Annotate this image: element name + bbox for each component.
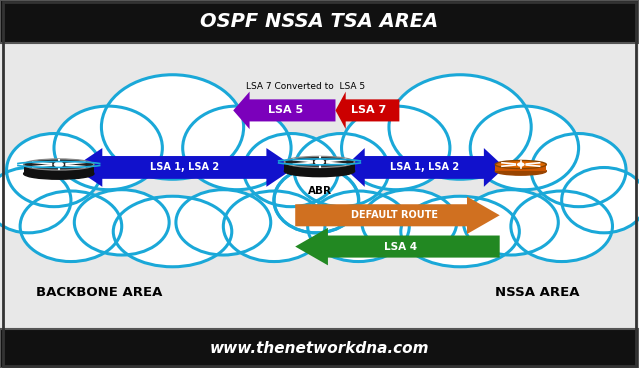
FancyBboxPatch shape — [0, 0, 639, 43]
Ellipse shape — [54, 106, 162, 190]
Ellipse shape — [495, 167, 546, 175]
Polygon shape — [335, 92, 399, 129]
Text: OSPF NSSA TSA AREA: OSPF NSSA TSA AREA — [201, 12, 438, 31]
Ellipse shape — [308, 191, 409, 262]
Ellipse shape — [176, 190, 271, 255]
Ellipse shape — [294, 134, 389, 207]
Ellipse shape — [511, 191, 613, 262]
Ellipse shape — [562, 167, 639, 233]
Ellipse shape — [389, 75, 531, 179]
Polygon shape — [295, 228, 500, 265]
Ellipse shape — [470, 106, 578, 190]
Polygon shape — [344, 148, 505, 187]
Ellipse shape — [6, 134, 102, 207]
Text: LSA 7 Converted to  LSA 5: LSA 7 Converted to LSA 5 — [246, 82, 365, 91]
Text: LSA 1, LSA 2: LSA 1, LSA 2 — [390, 162, 459, 173]
Ellipse shape — [74, 190, 169, 255]
Ellipse shape — [243, 134, 339, 207]
Polygon shape — [73, 148, 295, 187]
Ellipse shape — [341, 106, 450, 190]
Ellipse shape — [24, 159, 94, 170]
FancyBboxPatch shape — [495, 164, 546, 171]
Ellipse shape — [401, 196, 520, 267]
Text: LSA 7: LSA 7 — [351, 105, 386, 116]
Text: LSA 1, LSA 2: LSA 1, LSA 2 — [150, 162, 219, 173]
Ellipse shape — [284, 166, 355, 177]
Ellipse shape — [273, 167, 358, 233]
Ellipse shape — [0, 167, 71, 233]
Circle shape — [517, 162, 525, 167]
Ellipse shape — [183, 106, 291, 190]
Ellipse shape — [102, 75, 243, 179]
Text: ABR: ABR — [307, 185, 332, 196]
Polygon shape — [295, 197, 500, 234]
Text: DEFAULT ROUTE: DEFAULT ROUTE — [351, 210, 438, 220]
Text: www.thenetworkdna.com: www.thenetworkdna.com — [210, 341, 429, 356]
Ellipse shape — [24, 168, 94, 179]
Ellipse shape — [362, 190, 457, 255]
Ellipse shape — [113, 196, 232, 267]
FancyBboxPatch shape — [24, 164, 94, 174]
Circle shape — [314, 159, 325, 165]
Ellipse shape — [20, 191, 122, 262]
Ellipse shape — [463, 190, 558, 255]
Text: LSA 5: LSA 5 — [268, 105, 304, 116]
Ellipse shape — [531, 134, 626, 207]
Text: NSSA AREA: NSSA AREA — [495, 286, 579, 299]
Ellipse shape — [224, 191, 325, 262]
Polygon shape — [233, 92, 335, 129]
Ellipse shape — [274, 167, 359, 233]
Ellipse shape — [495, 160, 546, 169]
Circle shape — [54, 162, 64, 167]
Text: BACKBONE AREA: BACKBONE AREA — [36, 286, 162, 299]
FancyBboxPatch shape — [284, 162, 355, 171]
Ellipse shape — [284, 156, 355, 167]
FancyBboxPatch shape — [0, 329, 639, 368]
Text: LSA 4: LSA 4 — [384, 241, 417, 252]
